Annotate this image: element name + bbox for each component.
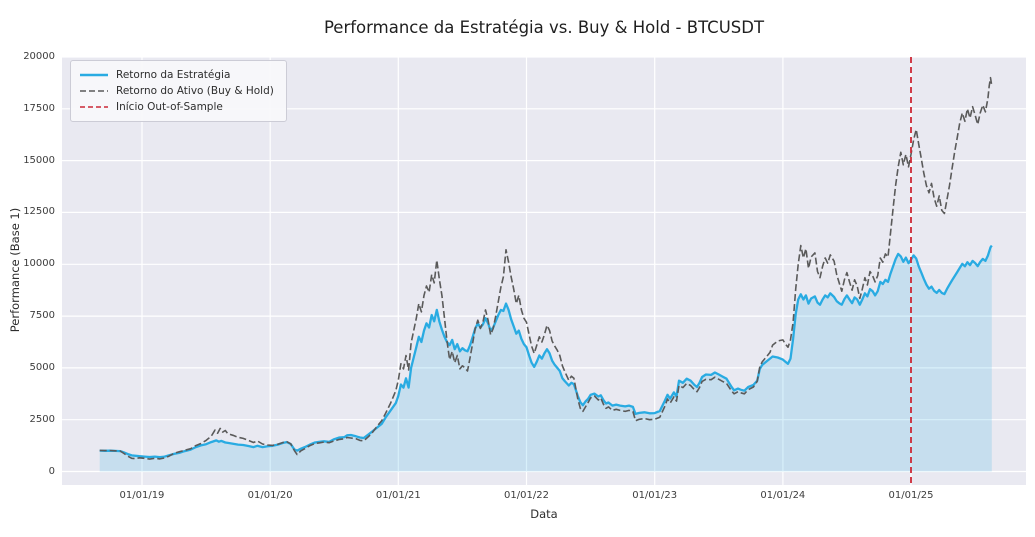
legend-item-buyhold: Retorno do Ativo (Buy & Hold) (79, 83, 274, 99)
x-tick-label: 01/01/24 (760, 490, 806, 501)
y-tick-label: 17500 (23, 102, 55, 114)
buyhold-line (99, 76, 993, 460)
y-tick-label: 20000 (23, 51, 55, 62)
legend: Retorno da Estratégia Retorno do Ativo (… (70, 60, 287, 122)
legend-label-buyhold: Retorno do Ativo (Buy & Hold) (116, 85, 274, 97)
x-tick-label: 01/01/19 (119, 490, 165, 501)
oos-line-swatch-icon (80, 106, 108, 108)
y-tick-label: 12500 (23, 206, 55, 218)
x-tick-label: 01/01/20 (247, 490, 293, 501)
y-tick-label: 7500 (29, 310, 55, 322)
strategy-area-fill (99, 245, 992, 472)
buyhold-line-swatch-icon (80, 90, 108, 92)
y-tick-label: 0 (48, 465, 55, 477)
y-tick-label: 5000 (29, 361, 55, 373)
strategy-line (99, 244, 993, 459)
y-tick-label: 10000 (23, 258, 55, 270)
x-tick-label: 01/01/21 (375, 490, 421, 501)
x-tick-label: 01/01/25 (888, 490, 934, 501)
plot-area (62, 57, 1026, 485)
chart-title: Performance da Estratégia vs. Buy & Hold… (323, 18, 765, 37)
strategy-line-swatch-icon (80, 73, 108, 77)
legend-label-oos: Início Out-of-Sample (116, 101, 223, 113)
x-tick-label: 01/01/22 (504, 490, 549, 501)
x-axis-label: Data (530, 507, 558, 521)
y-axis-label: Performance (Base 1) (8, 207, 22, 333)
y-tick-label: 2500 (29, 413, 55, 425)
x-tick-label: 01/01/23 (632, 490, 678, 501)
legend-item-strategy: Retorno da Estratégia (79, 67, 274, 83)
legend-label-strategy: Retorno da Estratégia (116, 69, 231, 81)
y-tick-label: 15000 (23, 154, 55, 166)
legend-item-oos: Início Out-of-Sample (79, 99, 274, 115)
